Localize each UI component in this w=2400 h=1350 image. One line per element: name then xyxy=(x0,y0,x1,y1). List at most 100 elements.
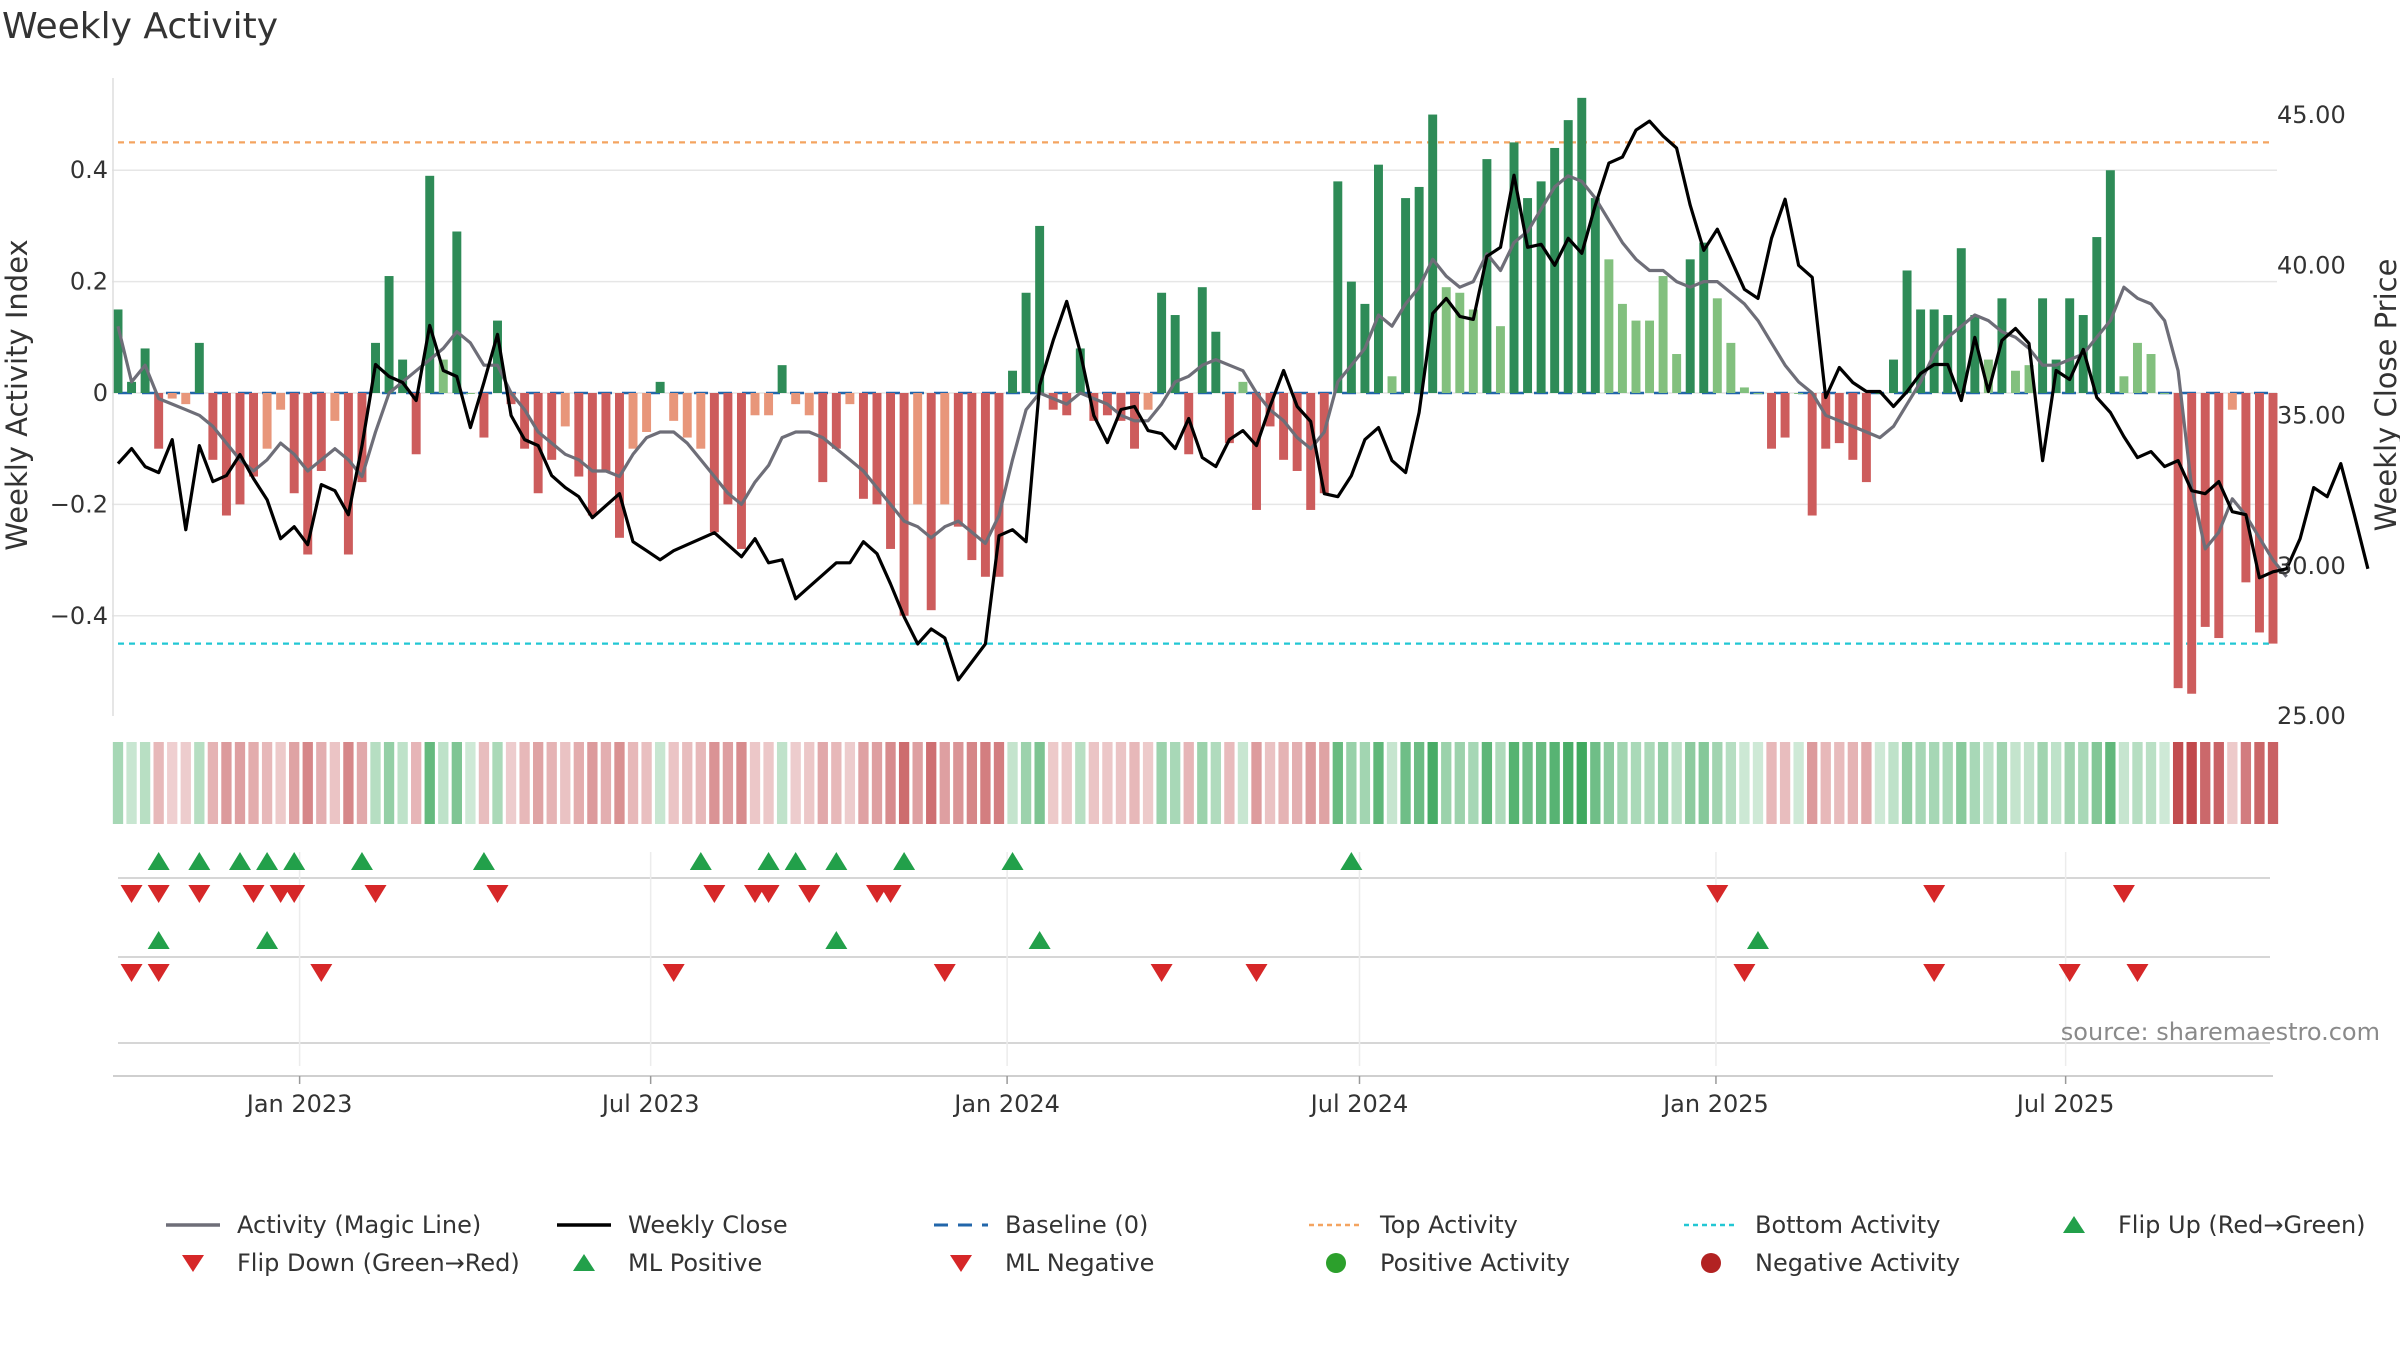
heat-strip-cell xyxy=(2023,742,2035,824)
activity-bar xyxy=(1414,186,1424,393)
heat-strip-cell xyxy=(695,742,706,824)
activity-bar xyxy=(1157,292,1167,393)
activity-bar xyxy=(181,393,191,405)
activity-bar xyxy=(113,309,123,393)
activity-bar xyxy=(1441,287,1451,393)
heat-strip-cell xyxy=(2078,742,2089,824)
heat-strip-cell xyxy=(1048,742,1059,824)
heat-strip-cell xyxy=(1956,742,1967,824)
legend-down-triangle-icon xyxy=(950,1255,972,1272)
heat-strip-cell xyxy=(1766,742,1777,824)
activity-bar xyxy=(479,393,489,438)
legend-item-mlneg: ML Negative xyxy=(950,1249,1154,1277)
activity-bar xyxy=(1672,354,1682,393)
activity-bar xyxy=(967,393,977,561)
activity-bar xyxy=(1089,393,1099,421)
activity-bar xyxy=(1211,331,1221,393)
y-tick-label: 0.2 xyxy=(70,268,108,296)
heat-strip-cell xyxy=(2050,742,2062,824)
heat-strip-cell xyxy=(1373,742,1384,824)
activity-bar xyxy=(167,393,177,399)
heat-strip-cell xyxy=(1630,742,1642,824)
activity-bar xyxy=(1685,259,1695,393)
flip-down-marker xyxy=(2112,885,2135,903)
legend-positive-dot-icon xyxy=(1326,1253,1346,1273)
legend-label: Flip Down (Green→Red) xyxy=(237,1249,520,1277)
legend-item-flipdown: Flip Down (Green→Red) xyxy=(182,1249,520,1277)
activity-bar xyxy=(1495,326,1505,393)
activity-bar xyxy=(2200,393,2210,627)
activity-bar xyxy=(1889,359,1898,393)
heat-strip-cell xyxy=(2240,742,2252,824)
activity-bar xyxy=(615,393,624,538)
heat-strip-cell xyxy=(600,742,612,824)
ml-negative-marker xyxy=(310,964,333,982)
activity-bar xyxy=(858,393,868,499)
flip-down-marker xyxy=(1706,885,1729,903)
legend-label: Negative Activity xyxy=(1755,1249,1960,1277)
flip-down-marker xyxy=(283,885,306,903)
activity-bar xyxy=(2241,393,2251,583)
activity-bar xyxy=(1048,393,1058,410)
heat-strip-cell xyxy=(1725,742,1737,824)
legend-label: Baseline (0) xyxy=(1005,1211,1148,1239)
activity-bar xyxy=(140,348,150,393)
heat-strip-cell xyxy=(546,742,557,824)
magic-line-series xyxy=(116,174,2288,578)
heat-strip-cell xyxy=(1603,742,1615,824)
axes-layer: 0.4 0.2 0 −0.2 −0.4 45.00 40.00 35.00 30.00 25.00… xyxy=(0,78,2400,730)
activity-bar xyxy=(547,393,557,460)
heat-strip-cell xyxy=(2159,742,2170,824)
activity-bar xyxy=(601,393,611,471)
activity-bar xyxy=(1929,309,1939,393)
activity-bar xyxy=(1455,292,1465,393)
heat-strip-cell xyxy=(1969,742,1980,824)
heat-strip-cell xyxy=(871,742,883,824)
ml-positive-marker xyxy=(825,931,848,949)
ml-negative-marker xyxy=(2058,964,2081,982)
heat-strip-cell xyxy=(343,742,354,824)
activity-bar xyxy=(1184,393,1194,455)
activity-bar xyxy=(425,175,435,393)
activity-bar xyxy=(398,359,408,393)
activity-bar xyxy=(2214,393,2224,639)
activity-bar xyxy=(2160,393,2170,394)
activity-bar xyxy=(2011,370,2020,393)
heat-strip-cell xyxy=(966,742,978,824)
activity-bar xyxy=(1739,387,1749,393)
heat-strip-cell xyxy=(1535,742,1547,824)
heat-strip-cell xyxy=(1847,742,1858,824)
activity-bar xyxy=(750,393,760,416)
source-label: source: sharemaestro.com xyxy=(2061,1018,2380,1046)
activity-bar xyxy=(343,393,353,555)
flip-down-marker xyxy=(798,885,821,903)
heat-strip-cell xyxy=(668,742,679,824)
heat-strip-cell xyxy=(844,742,856,824)
flip-up-marker xyxy=(825,852,848,870)
activity-bar xyxy=(465,393,475,394)
activity-bar xyxy=(493,320,502,393)
legend-item-bottom: Bottom Activity xyxy=(1684,1211,1940,1239)
heat-strip-cell xyxy=(2010,742,2021,824)
activity-bar xyxy=(2146,354,2156,393)
flip-up-marker xyxy=(784,852,807,870)
ml-negative-marker xyxy=(933,964,956,982)
heat-strip-cell xyxy=(587,742,598,824)
y2-tick-label: 35.00 xyxy=(2277,402,2346,430)
activity-bar xyxy=(1373,164,1383,393)
heat-strip-cell xyxy=(1454,742,1465,824)
activity-bar xyxy=(1753,393,1763,394)
activity-bar xyxy=(1767,393,1776,449)
heat-strip-cell xyxy=(912,742,923,824)
heat-strip-cell xyxy=(383,742,395,824)
heat-strip-cell xyxy=(1874,742,1886,824)
heat-strip-cell xyxy=(1264,742,1276,824)
activity-bar xyxy=(642,393,652,432)
heat-strip-cell xyxy=(248,742,259,824)
flip-up-marker xyxy=(147,852,170,870)
lines-layer xyxy=(116,119,2370,682)
heat-strip-cell xyxy=(370,742,381,824)
activity-bar xyxy=(276,393,286,410)
activity-bar xyxy=(980,393,990,577)
activity-bar xyxy=(154,393,164,449)
